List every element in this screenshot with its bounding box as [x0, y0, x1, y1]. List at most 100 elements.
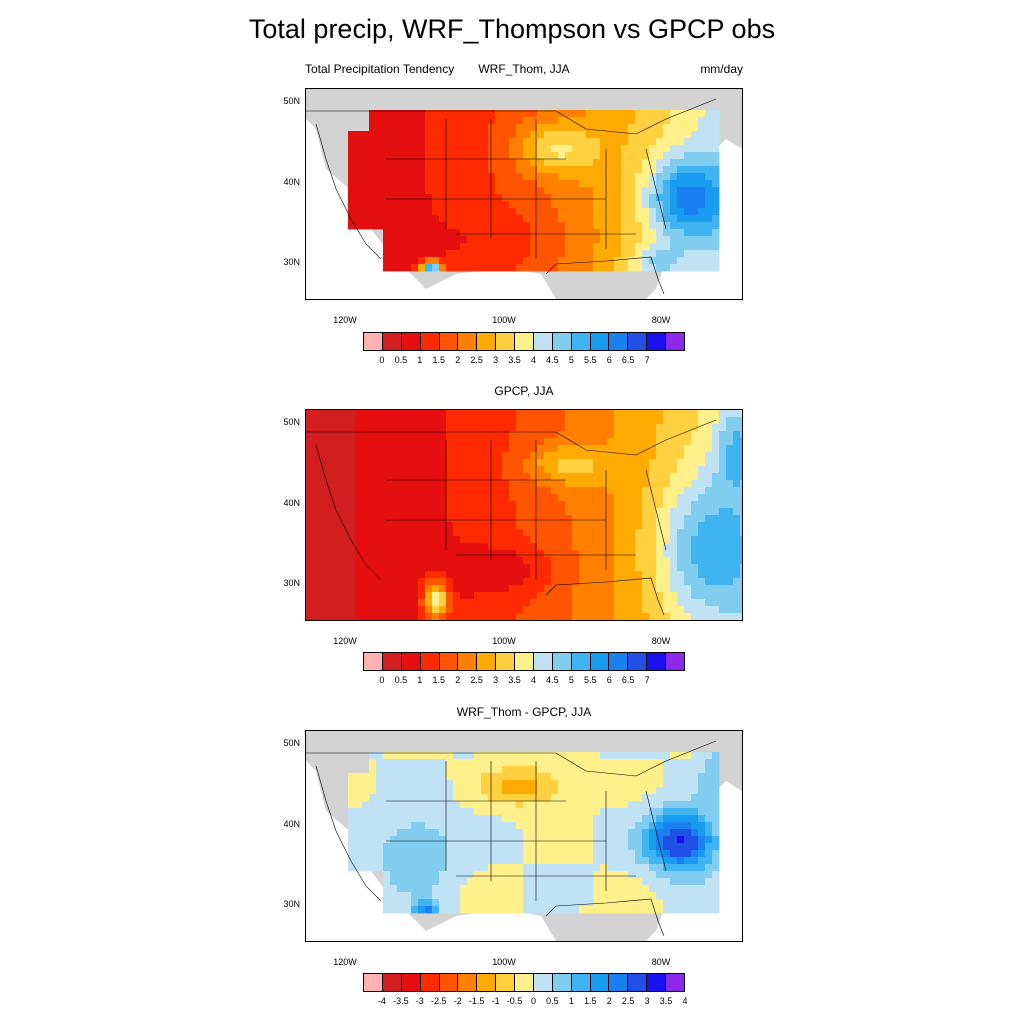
colorbar-tick-label: 6.5: [621, 675, 635, 685]
colorbar-tick-label: 0.5: [394, 675, 408, 685]
colorbar-tick-label: 1: [568, 996, 574, 1006]
colorbar-tick-label: 0: [379, 675, 385, 685]
colorbar-swatch: [401, 333, 421, 350]
colorbar-tick-label: 2.5: [621, 996, 635, 1006]
colorbar-swatch: [666, 333, 684, 350]
colorbar-swatch: [458, 653, 478, 670]
panel-center-title: WRF_Thom - GPCP, JJA: [456, 705, 592, 719]
lon-label: 120W: [333, 315, 357, 325]
map-gpcp: [305, 409, 743, 621]
colorbar-tick-label: -1: [491, 996, 500, 1006]
lat-label: 40N: [283, 819, 300, 829]
colorbar-swatch: [533, 653, 553, 670]
colorbar-swatch: [477, 653, 497, 670]
colorbar-tick-label: 2.5: [470, 675, 483, 685]
colorbar-swatch: [439, 333, 459, 350]
colorbar-swatch: [439, 653, 459, 670]
colorbar-swatch: [666, 653, 684, 670]
panel-center-title: WRF_Thom, JJA: [478, 62, 570, 76]
colorbar-swatch: [420, 333, 440, 350]
colorbar-tick-label: 0.5: [394, 355, 408, 365]
panel-center-title: GPCP, JJA: [494, 384, 554, 398]
colorbar-swatch: [628, 653, 648, 670]
lon-label: 120W: [333, 957, 357, 967]
colorbar-tick-label: -3: [415, 996, 424, 1006]
colorbar-tick-label: 1: [417, 675, 423, 685]
colorbar-swatch: [647, 974, 666, 991]
colorbar: [363, 973, 685, 992]
colorbar-swatch: [647, 653, 666, 670]
lon-label: 80W: [651, 636, 671, 646]
lat-label: 30N: [283, 899, 300, 909]
colorbar-labels: 0 0.5 1 1.5 2 2.5 3 3.5 4 4.5 5 5.5 6 6.5 7: [363, 675, 685, 687]
figure-title: Total precip, WRF_Thompson vs GPCP obs: [248, 14, 776, 44]
colorbar-swatch: [609, 333, 629, 350]
boundary-line: [306, 740, 717, 777]
colorbar-tick-label: 5: [568, 675, 574, 685]
colorbar-tick-label: 5: [568, 355, 574, 365]
colorbar-swatch: [571, 974, 591, 991]
boundary-line: [315, 444, 382, 581]
colorbar-swatch: [552, 653, 572, 670]
colorbar-tick-label: -0.5: [506, 996, 523, 1006]
colorbar-tick-label: -4: [377, 996, 386, 1006]
colorbar-swatch: [533, 974, 553, 991]
colorbar-swatch: [496, 974, 515, 991]
boundary-line: [315, 765, 382, 902]
colorbar-tick-label: -2: [453, 996, 462, 1006]
colorbar-swatch: [571, 653, 591, 670]
boundary-line: [545, 898, 665, 937]
boundary-line: [545, 256, 665, 295]
colorbar-swatch: [628, 333, 648, 350]
colorbar-swatch: [401, 653, 421, 670]
colorbar-tick-label: -2.5: [430, 996, 447, 1006]
colorbar-tick-label: -1.5: [468, 996, 485, 1006]
colorbar-tick-label: 3.5: [659, 996, 673, 1006]
colorbar-tick-label: 3: [493, 675, 499, 685]
colorbar-tick-label: 4: [682, 996, 688, 1006]
colorbar-swatch: [420, 974, 440, 991]
colorbar-tick-label: 4: [530, 355, 536, 365]
colorbar-tick-label: 4.5: [546, 355, 559, 365]
colorbar-tick-label: 3: [493, 355, 499, 365]
precip-field: [306, 410, 742, 620]
colorbar-swatch: [552, 974, 572, 991]
lon-label: 120W: [333, 636, 357, 646]
colorbar-tick-label: 6: [606, 355, 612, 365]
lat-label: 50N: [283, 417, 300, 427]
colorbar-swatch: [364, 333, 383, 350]
lat-label: 40N: [283, 498, 300, 508]
colorbar-tick-label: 7: [644, 675, 650, 685]
boundary-line: [306, 98, 717, 135]
colorbar-tick-label: -3.5: [393, 996, 409, 1006]
colorbar-swatch: [515, 974, 534, 991]
colorbar-tick-label: 6.5: [621, 355, 635, 365]
colorbar-swatch: [609, 974, 629, 991]
colorbar-swatch: [458, 333, 478, 350]
colorbar-swatch: [382, 333, 402, 350]
precip-field: [348, 752, 720, 914]
precip-field: [348, 110, 720, 272]
boundary-line: [645, 148, 667, 230]
map-diff: [305, 730, 743, 942]
colorbar-swatch: [477, 974, 497, 991]
colorbar-swatch: [609, 653, 629, 670]
colorbar-swatch: [496, 333, 515, 350]
colorbar-tick-label: 2: [606, 996, 612, 1006]
colorbar-swatch: [647, 333, 666, 350]
boundary-line: [545, 577, 665, 616]
colorbar-tick-label: 7: [644, 355, 650, 365]
colorbar: [363, 652, 685, 671]
colorbar-tick-label: 5.5: [584, 675, 597, 685]
boundary-line: [645, 469, 667, 551]
panel-left-title: Total Precipitation Tendency: [305, 62, 455, 76]
colorbar: [363, 332, 685, 351]
lon-label: 100W: [492, 315, 516, 325]
lon-label: 80W: [651, 957, 671, 967]
lon-label: 80W: [651, 315, 671, 325]
colorbar-swatch: [590, 333, 610, 350]
lat-label: 30N: [283, 257, 300, 267]
colorbar-tick-label: 0.5: [546, 996, 559, 1006]
colorbar-swatch: [590, 653, 610, 670]
colorbar-tick-label: 3.5: [508, 675, 521, 685]
